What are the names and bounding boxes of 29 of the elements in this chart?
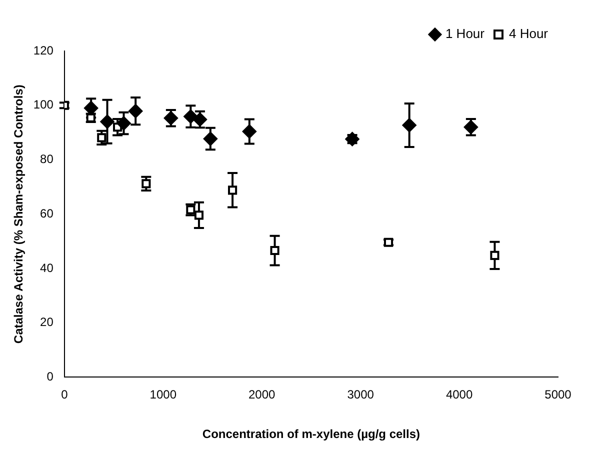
point: [402, 118, 416, 132]
y-tick-label: 0: [46, 370, 54, 384]
legend-label: 4 Hour: [508, 26, 549, 42]
x-tick-label: 4000: [446, 388, 473, 402]
x-tick-label: 0: [61, 388, 68, 402]
point: [184, 110, 198, 124]
point: [116, 116, 131, 130]
y-tick-label: 100: [33, 98, 54, 112]
legend-label: 1 Hour: [445, 26, 486, 42]
point: [100, 114, 114, 129]
point: [242, 124, 256, 138]
y-tick-label: 80: [40, 152, 54, 166]
x-axis-title: Concentration of m-xylene (µg/g cells): [202, 427, 420, 442]
y-axis-title: Catalase Activity (% Sham-exposed Controls): [12, 84, 26, 344]
y-tick-label: 40: [40, 260, 54, 275]
x-tick-label: 2000: [248, 388, 276, 402]
x-tick-label: 1000: [150, 388, 177, 402]
y-tick-label: 20: [40, 315, 54, 330]
y-tick-label: 120: [33, 43, 54, 58]
point: [203, 132, 218, 146]
x-tick-label: 5000: [544, 388, 572, 402]
x-tick-label: 3000: [347, 388, 374, 402]
y-tick-label: 60: [40, 206, 54, 220]
point: [84, 101, 98, 116]
point: [128, 104, 143, 118]
point: [194, 210, 204, 220]
point: [490, 250, 500, 260]
point: [270, 246, 280, 256]
point: [228, 186, 238, 195]
